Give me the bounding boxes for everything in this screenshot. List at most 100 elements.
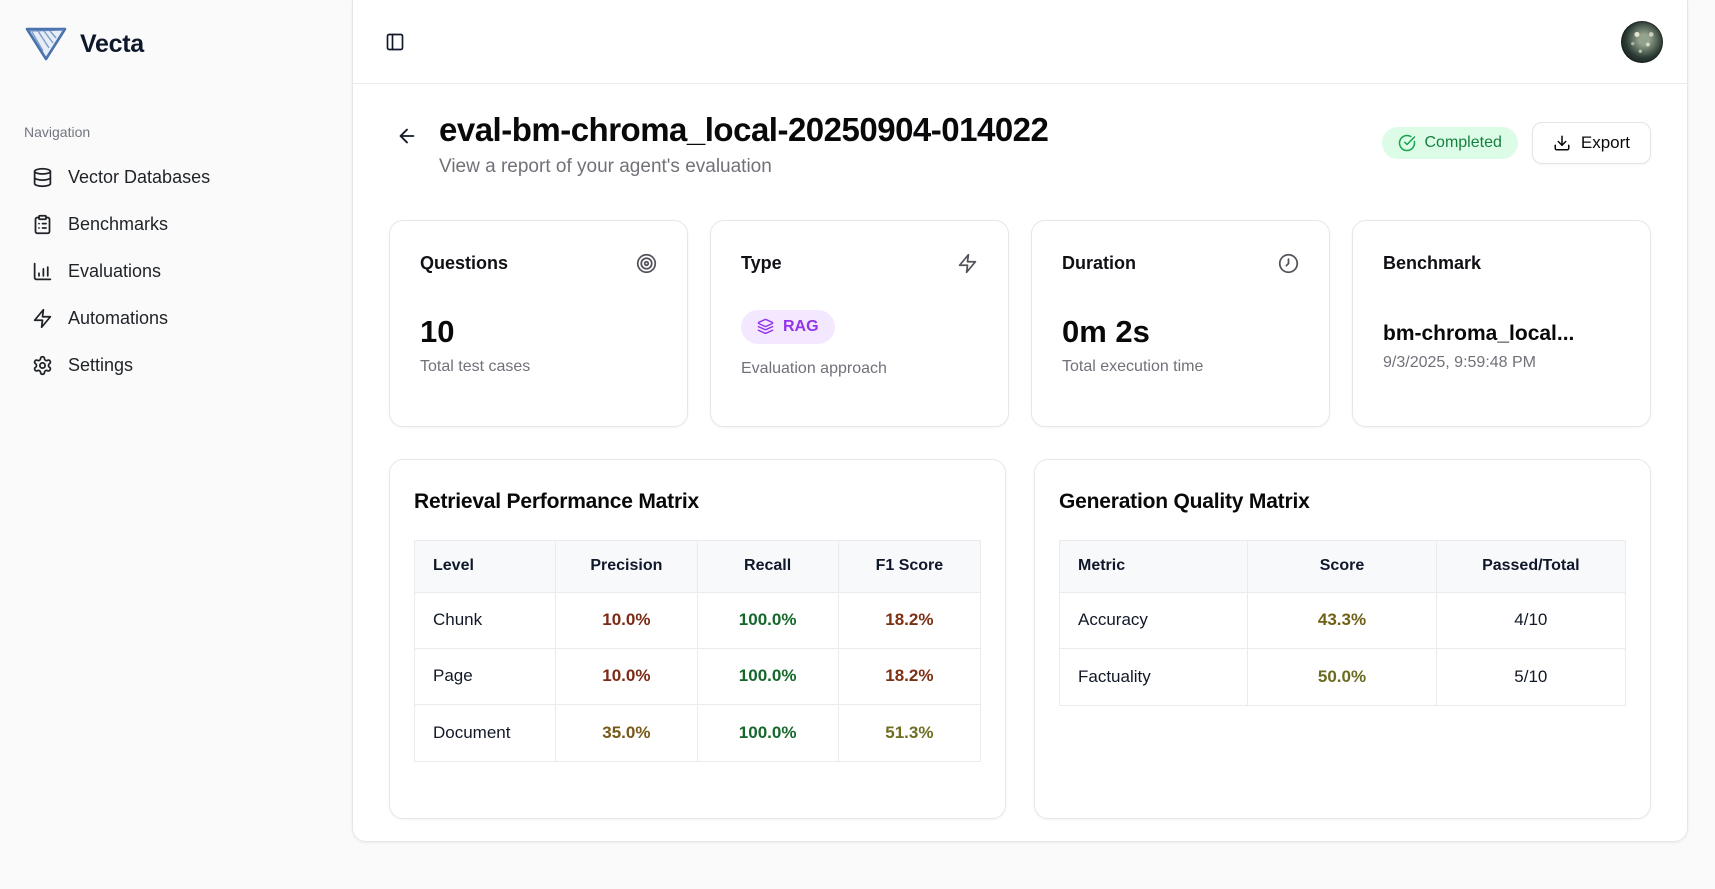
target-icon [636,253,657,274]
matrix-tables-row: Retrieval Performance Matrix Level Preci… [389,458,1651,819]
recall-cell: 100.0% [697,648,839,705]
gear-icon [32,355,53,376]
sidebar-item-benchmarks[interactable]: Benchmarks [24,201,328,248]
sidebar-item-label: Automations [68,308,169,328]
sidebar-nav: Vector Databases Benchmarks Evaluations … [24,154,328,389]
sidebar-item-label: Benchmarks [68,214,169,234]
content: eval-bm-chroma_local-20250904-014022 Vie… [353,84,1687,819]
f1-cell: 18.2% [838,648,980,705]
page-header-texts: eval-bm-chroma_local-20250904-014022 Vie… [439,110,1368,178]
questions-card: Questions 10 Total test cases [389,219,688,427]
retrieval-matrix-title: Retrieval Performance Matrix [414,489,700,513]
f1-cell: 18.2% [838,592,980,649]
type-badge-label: RAG [783,317,819,335]
score-cell: 50.0% [1248,648,1437,705]
bar-chart-icon [32,261,53,282]
column-header-passed-total: Passed/Total [1436,540,1625,593]
sidebar-item-evaluations[interactable]: Evaluations [24,248,328,295]
passed-total-cell: 4/10 [1436,592,1625,649]
benchmark-value: bm-chroma_local... [1383,321,1575,345]
table-row: Factuality 50.0% 5/10 [1060,648,1625,705]
duration-card: Duration 0m 2s Total execution time [1031,219,1330,427]
sidebar-toggle-button[interactable] [377,24,413,60]
card-title: Type [741,252,782,273]
level-cell: Chunk [415,592,557,649]
table-row: Accuracy 43.3% 4/10 [1060,592,1625,649]
benchmark-timestamp: 9/3/2025, 9:59:48 PM [1383,353,1536,371]
clipboard-list-icon [32,214,53,235]
vecta-triangle-logo-icon [24,24,68,64]
stat-cards-row: Questions 10 Total test cases Type [389,219,1651,427]
card-title: Questions [420,252,509,273]
brand-name: Vecta [80,29,144,58]
questions-value: 10 [420,313,455,349]
page-subtitle: View a report of your agent's evaluation [439,155,772,177]
column-header-recall: Recall [697,540,839,593]
f1-cell: 51.3% [838,704,980,761]
topbar [353,0,1687,84]
level-cell: Document [415,704,557,761]
questions-subtitle: Total test cases [420,357,531,375]
generation-matrix-table: Metric Score Passed/Total Accuracy 43.3%… [1059,539,1626,706]
table-row: Chunk 10.0% 100.0% 18.2% [415,592,980,649]
clock-icon [1278,253,1299,274]
level-cell: Page [415,648,557,705]
status-badge: Completed [1382,127,1518,159]
zap-icon [32,308,53,329]
column-header-metric: Metric [1060,540,1249,593]
status-label: Completed [1424,134,1502,151]
passed-total-cell: 5/10 [1436,648,1625,705]
sidebar-item-settings[interactable]: Settings [24,342,328,389]
export-label: Export [1580,133,1630,152]
retrieval-performance-card: Retrieval Performance Matrix Level Preci… [389,458,1006,819]
table-header-row: Level Precision Recall F1 Score [415,540,980,593]
panel-left-icon [385,32,405,52]
arrow-left-icon [396,125,418,147]
card-title: Duration [1062,252,1136,273]
page-title: eval-bm-chroma_local-20250904-014022 [439,111,1049,148]
page-header: eval-bm-chroma_local-20250904-014022 Vie… [389,110,1651,178]
sidebar-item-label: Settings [68,355,134,375]
rag-type-badge: RAG [741,309,835,344]
generation-matrix-title: Generation Quality Matrix [1059,489,1310,513]
metric-cell: Accuracy [1060,592,1249,649]
card-title: Benchmark [1383,252,1482,273]
metric-cell: Factuality [1060,648,1249,705]
export-button[interactable]: Export [1531,122,1651,164]
type-card: Type RAG Evaluation approach [710,219,1009,427]
user-avatar[interactable] [1621,20,1663,63]
sidebar-item-vector-databases[interactable]: Vector Databases [24,154,328,201]
generation-quality-card: Generation Quality Matrix Metric Score P… [1034,458,1651,819]
column-header-level: Level [415,540,557,593]
retrieval-matrix-table: Level Precision Recall F1 Score Chunk 10… [414,539,981,762]
layers-icon [757,318,774,335]
sidebar: Vecta Navigation Vector Databases Benchm… [0,0,352,889]
column-header-precision: Precision [556,540,698,593]
circle-check-icon [1398,134,1416,152]
score-cell: 43.3% [1248,592,1437,649]
download-icon [1553,134,1571,152]
type-subtitle: Evaluation approach [741,359,887,377]
precision-cell: 10.0% [556,592,698,649]
sidebar-item-label: Vector Databases [68,167,211,187]
back-button[interactable] [389,118,425,154]
sidebar-item-label: Evaluations [68,261,162,281]
recall-cell: 100.0% [697,704,839,761]
table-row: Page 10.0% 100.0% 18.2% [415,648,980,705]
recall-cell: 100.0% [697,592,839,649]
sidebar-item-automations[interactable]: Automations [24,295,328,342]
database-icon [32,167,53,188]
nav-section-label: Navigation [24,124,91,140]
precision-cell: 10.0% [556,648,698,705]
duration-subtitle: Total execution time [1062,357,1204,375]
benchmark-card: Benchmark bm-chroma_local... 9/3/2025, 9… [1352,219,1651,427]
main-panel: eval-bm-chroma_local-20250904-014022 Vie… [352,0,1688,842]
brand-logo[interactable]: Vecta [24,20,328,68]
precision-cell: 35.0% [556,704,698,761]
zap-icon [957,253,978,274]
table-row: Document 35.0% 100.0% 51.3% [415,704,980,761]
table-header-row: Metric Score Passed/Total [1060,540,1625,593]
header-actions: Completed Export [1382,122,1651,164]
column-header-score: Score [1248,540,1437,593]
duration-value: 0m 2s [1062,313,1150,349]
